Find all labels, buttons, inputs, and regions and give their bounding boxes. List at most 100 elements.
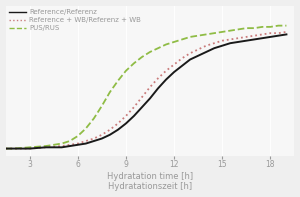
- Reference + WB/Referenz + WB: [277, 32, 280, 34]
- PUS/RUS: [44, 145, 47, 147]
- PUS/RUS: [60, 142, 64, 145]
- Reference + WB/Referenz + WB: [180, 57, 184, 59]
- PUS/RUS: [285, 24, 288, 27]
- Legend: Reference/Referenz, Reference + WB/Referenz + WB, PUS/RUS: Reference/Referenz, Reference + WB/Refer…: [8, 8, 142, 33]
- Reference + WB/Referenz + WB: [148, 86, 152, 88]
- PUS/RUS: [76, 135, 80, 137]
- Reference + WB/Referenz + WB: [188, 52, 192, 54]
- PUS/RUS: [180, 38, 184, 41]
- PUS/RUS: [108, 91, 112, 93]
- Reference + WB/Referenz + WB: [132, 106, 136, 108]
- Reference/Referenz: [212, 47, 216, 49]
- PUS/RUS: [132, 62, 136, 64]
- PUS/RUS: [68, 140, 72, 142]
- Reference + WB/Referenz + WB: [244, 36, 248, 38]
- Reference + WB/Referenz + WB: [156, 77, 160, 80]
- Reference/Referenz: [68, 145, 72, 147]
- PUS/RUS: [268, 26, 272, 28]
- PUS/RUS: [172, 41, 176, 43]
- Reference/Referenz: [156, 87, 160, 90]
- Reference/Referenz: [268, 36, 272, 38]
- Reference + WB/Referenz + WB: [260, 33, 264, 36]
- Reference + WB/Referenz + WB: [204, 45, 208, 47]
- PUS/RUS: [84, 127, 88, 130]
- Reference + WB/Referenz + WB: [220, 40, 224, 42]
- Reference/Referenz: [116, 129, 120, 131]
- Reference/Referenz: [28, 147, 31, 150]
- Reference/Referenz: [164, 78, 168, 81]
- Reference/Referenz: [44, 146, 47, 149]
- PUS/RUS: [236, 28, 240, 31]
- PUS/RUS: [116, 80, 120, 82]
- Reference/Referenz: [108, 134, 112, 136]
- Reference + WB/Referenz + WB: [68, 144, 72, 146]
- Reference/Referenz: [180, 65, 184, 67]
- Reference + WB/Referenz + WB: [253, 34, 256, 37]
- Reference/Referenz: [260, 37, 264, 39]
- PUS/RUS: [244, 27, 248, 29]
- Reference + WB/Referenz + WB: [92, 137, 96, 140]
- Line: Reference/Referenz: Reference/Referenz: [6, 34, 286, 149]
- PUS/RUS: [260, 26, 264, 28]
- Line: PUS/RUS: PUS/RUS: [6, 26, 286, 149]
- Reference/Referenz: [148, 97, 152, 99]
- PUS/RUS: [124, 70, 128, 72]
- Reference/Referenz: [12, 147, 15, 150]
- Reference + WB/Referenz + WB: [140, 96, 144, 98]
- Reference/Referenz: [84, 142, 88, 145]
- PUS/RUS: [156, 47, 160, 49]
- PUS/RUS: [92, 117, 96, 120]
- Reference + WB/Referenz + WB: [76, 142, 80, 145]
- Reference/Referenz: [124, 122, 128, 125]
- Reference/Referenz: [228, 42, 232, 44]
- PUS/RUS: [228, 30, 232, 32]
- Reference/Referenz: [244, 40, 248, 42]
- Reference + WB/Referenz + WB: [212, 42, 216, 44]
- PUS/RUS: [277, 24, 280, 27]
- PUS/RUS: [196, 34, 200, 37]
- Reference/Referenz: [236, 41, 240, 43]
- Reference + WB/Referenz + WB: [285, 31, 288, 33]
- Reference + WB/Referenz + WB: [172, 63, 176, 66]
- Reference + WB/Referenz + WB: [108, 129, 112, 131]
- PUS/RUS: [212, 32, 216, 34]
- PUS/RUS: [204, 33, 208, 36]
- Reference/Referenz: [285, 33, 288, 36]
- PUS/RUS: [220, 31, 224, 33]
- Reference + WB/Referenz + WB: [268, 32, 272, 34]
- PUS/RUS: [188, 36, 192, 38]
- Reference + WB/Referenz + WB: [84, 140, 88, 142]
- Reference/Referenz: [277, 34, 280, 37]
- Reference/Referenz: [253, 38, 256, 41]
- PUS/RUS: [164, 43, 168, 46]
- PUS/RUS: [4, 147, 8, 150]
- Reference/Referenz: [204, 51, 208, 53]
- PUS/RUS: [253, 27, 256, 29]
- Reference/Referenz: [196, 55, 200, 57]
- Reference/Referenz: [132, 115, 136, 117]
- Reference/Referenz: [172, 71, 176, 73]
- Reference/Referenz: [92, 140, 96, 142]
- Reference + WB/Referenz + WB: [124, 115, 128, 117]
- Reference/Referenz: [60, 146, 64, 149]
- Reference/Referenz: [188, 58, 192, 61]
- PUS/RUS: [148, 51, 152, 53]
- X-axis label: Hydratation time [h]
Hydratationszeit [h]: Hydratation time [h] Hydratationszeit [h…: [107, 172, 193, 191]
- Reference/Referenz: [100, 137, 104, 140]
- Reference + WB/Referenz + WB: [44, 146, 47, 149]
- Reference/Referenz: [220, 45, 224, 47]
- Line: Reference + WB/Referenz + WB: Reference + WB/Referenz + WB: [6, 32, 286, 149]
- Reference + WB/Referenz + WB: [60, 145, 64, 147]
- PUS/RUS: [100, 105, 104, 107]
- Reference/Referenz: [4, 147, 8, 150]
- Reference + WB/Referenz + WB: [116, 122, 120, 125]
- Reference + WB/Referenz + WB: [236, 37, 240, 39]
- PUS/RUS: [140, 56, 144, 58]
- Reference + WB/Referenz + WB: [12, 147, 15, 150]
- PUS/RUS: [12, 147, 15, 150]
- Reference + WB/Referenz + WB: [164, 70, 168, 72]
- Reference + WB/Referenz + WB: [4, 147, 8, 150]
- Reference/Referenz: [76, 144, 80, 146]
- Reference + WB/Referenz + WB: [196, 48, 200, 51]
- Reference + WB/Referenz + WB: [228, 38, 232, 41]
